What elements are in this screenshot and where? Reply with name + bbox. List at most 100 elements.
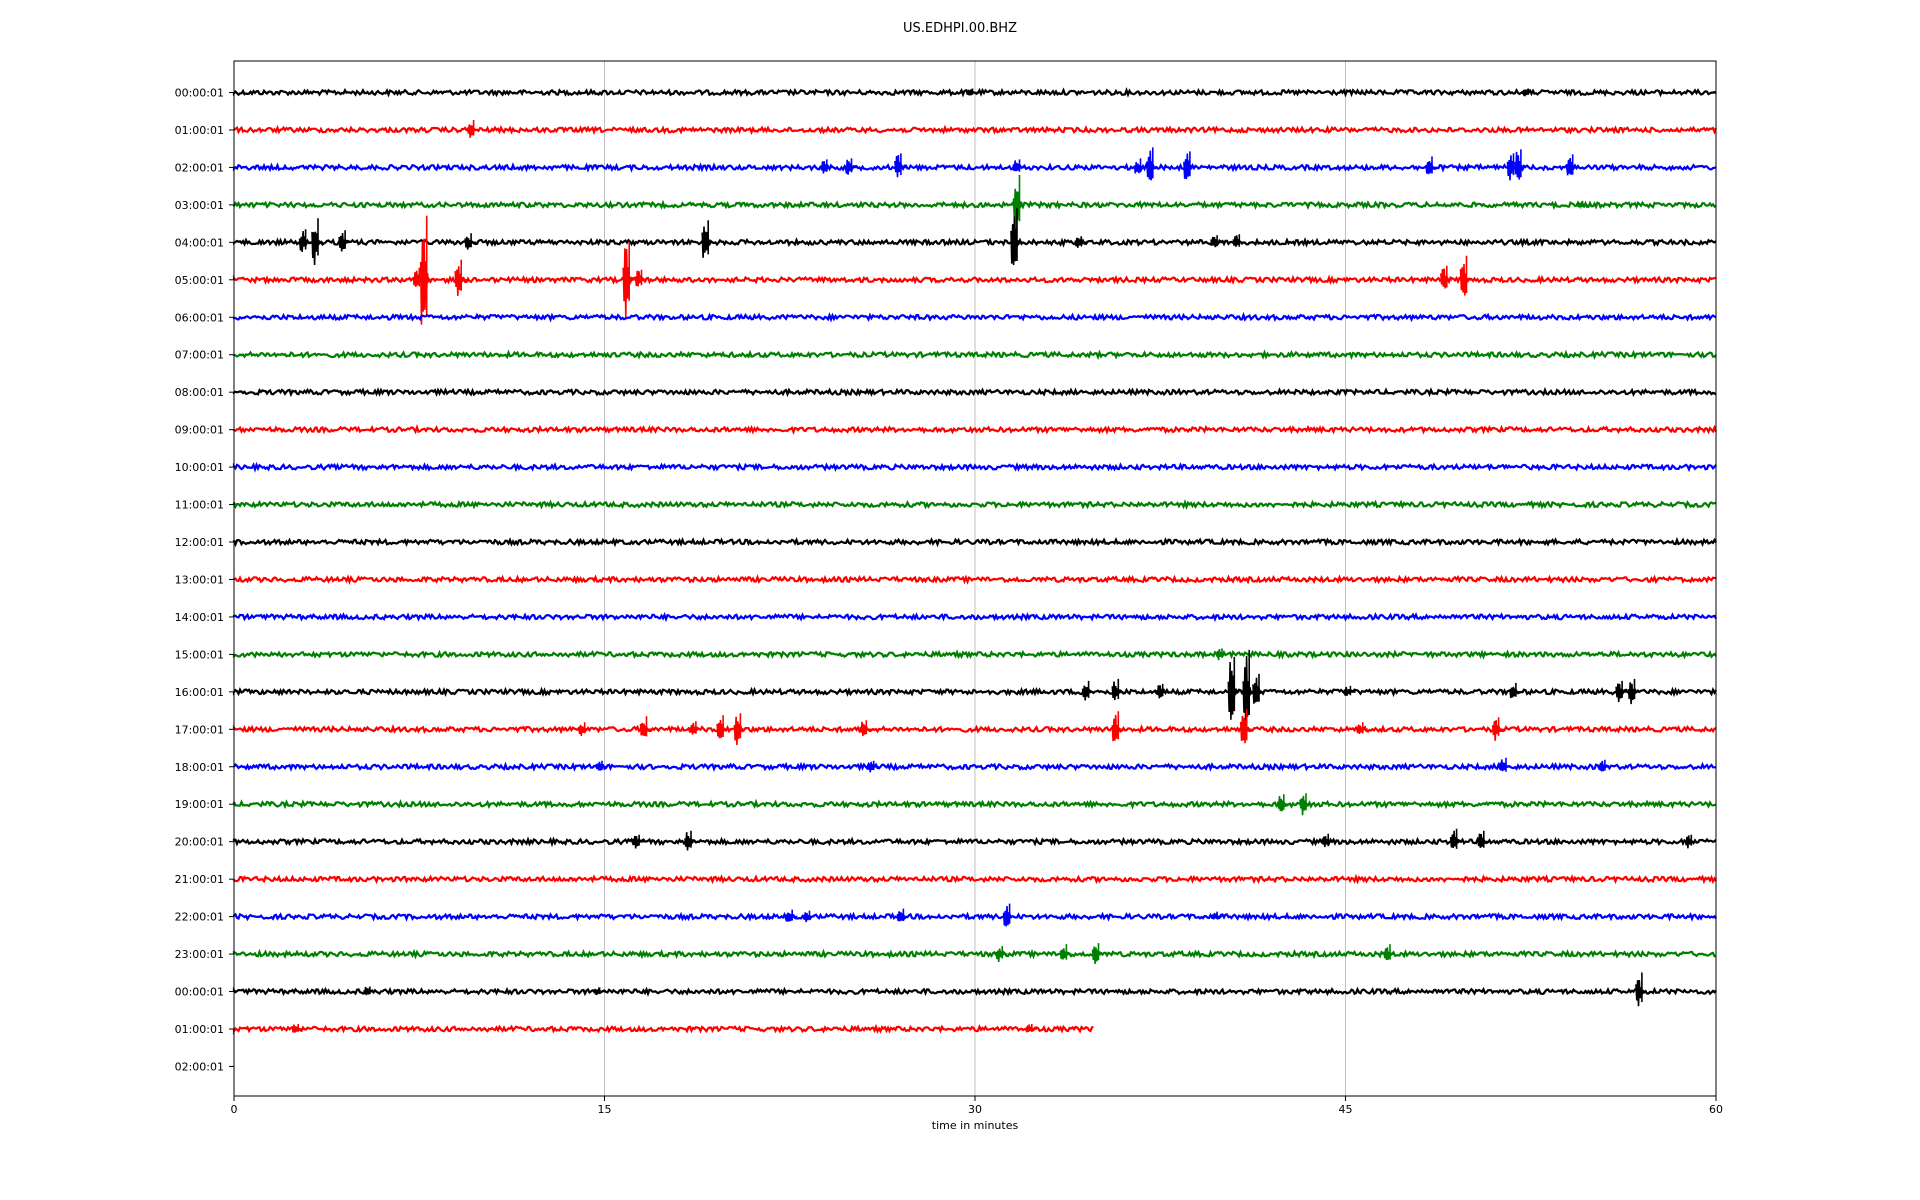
trace-event [733, 713, 746, 746]
y-tick-label: 07:00:01 [175, 349, 224, 362]
trace-event [1491, 717, 1504, 741]
y-tick-label: 06:00:01 [175, 311, 224, 324]
trace-line [232, 649, 1717, 660]
trace-event [1012, 174, 1025, 231]
y-tick-label: 19:00:01 [175, 798, 224, 811]
trace-event [1565, 154, 1578, 176]
trace-event [684, 830, 697, 851]
trace-event [622, 241, 635, 318]
trace-line [232, 723, 1717, 735]
trace-event [1425, 156, 1438, 175]
trace-event [1155, 683, 1168, 699]
trace-event [291, 1024, 304, 1033]
trace-event [595, 760, 608, 771]
trace-line [232, 761, 1717, 772]
trace-event [1111, 678, 1124, 701]
trace-event [701, 220, 714, 258]
trace-event [1684, 834, 1697, 849]
trace-event [1010, 208, 1023, 266]
trace-event [1091, 943, 1104, 964]
trace-event [1239, 709, 1252, 744]
trace-event [1227, 656, 1240, 720]
trace-line [232, 611, 1717, 623]
trace-line [232, 461, 1717, 473]
trace-event [1635, 972, 1647, 1007]
trace-group [232, 87, 1718, 1035]
trace-event [965, 88, 978, 96]
y-tick-label: 05:00:01 [175, 274, 224, 287]
trace-event [844, 158, 857, 175]
trace-line [232, 1023, 1094, 1035]
y-tick-label: 15:00:01 [175, 648, 224, 661]
trace-event [577, 722, 590, 736]
trace-event [1514, 149, 1526, 180]
trace-event [1081, 680, 1094, 701]
trace-line [232, 499, 1717, 511]
trace-line [232, 986, 1717, 997]
trace-event [894, 153, 906, 178]
trace-event [1627, 678, 1640, 705]
trace-event [820, 159, 832, 174]
trace-event [1449, 828, 1462, 849]
trace-event [1146, 147, 1158, 181]
trace-event [1210, 911, 1223, 920]
trace-event [1459, 255, 1472, 296]
trace-line [232, 574, 1717, 586]
trace-event [1277, 794, 1289, 812]
trace-event [716, 715, 729, 739]
y-tick-label: 02:00:01 [175, 161, 224, 174]
y-tick-label: 22:00:01 [175, 911, 224, 924]
trace-line [232, 686, 1717, 698]
trace-line [232, 424, 1718, 435]
trace-line [232, 236, 1717, 248]
x-tick-label: 15 [598, 1103, 612, 1116]
trace-event [1383, 944, 1396, 960]
trace-event [1521, 88, 1534, 97]
trace-line [232, 536, 1717, 548]
trace-event [1252, 673, 1265, 704]
trace-event [859, 720, 872, 737]
trace-event [785, 909, 798, 922]
y-tick-label: 04:00:01 [175, 236, 224, 249]
y-tick-label: 03:00:01 [175, 199, 224, 212]
y-tick-label: 09:00:01 [175, 424, 224, 437]
trace-event [1356, 722, 1368, 735]
x-tick-labels: 0 15 30 45 60 [231, 1096, 1723, 1116]
trace-event [995, 946, 1008, 963]
trace-event [363, 986, 375, 995]
y-tick-label: 01:00:01 [175, 124, 224, 137]
y-tick-label: 08:00:01 [175, 386, 224, 399]
trace-event [298, 229, 311, 253]
trace-event [464, 233, 477, 250]
trace-event [1012, 159, 1025, 172]
y-tick-label: 20:00:01 [175, 836, 224, 849]
trace-event [1183, 151, 1195, 180]
trace-event [1575, 200, 1588, 210]
y-tick-label: 12:00:01 [175, 536, 224, 549]
y-tick-labels: 00:00:01 01:00:01 02:00:01 03:00:01 04:00:01… [175, 87, 234, 1073]
trace-event [1321, 833, 1334, 848]
trace-line [233, 124, 1718, 136]
trace-line [232, 349, 1717, 361]
y-tick-label: 00:00:01 [175, 986, 224, 999]
y-tick-label: 02:00:01 [175, 1060, 224, 1073]
chart-title: US.EDHPI.00.BHZ [903, 21, 1017, 36]
trace-line [232, 199, 1717, 211]
trace-event [466, 120, 479, 138]
trace-event [1242, 649, 1255, 728]
trace-event [1509, 682, 1522, 699]
trace-line [232, 311, 1717, 323]
trace-line [232, 386, 1717, 398]
y-tick-label: 18:00:01 [175, 761, 224, 774]
y-tick-label: 23:00:01 [175, 948, 224, 961]
trace-event [1615, 680, 1628, 703]
trace-event [639, 716, 652, 737]
trace-event [634, 269, 647, 287]
y-tick-label: 10:00:01 [175, 461, 224, 474]
trace-event [1210, 235, 1223, 248]
trace-event [1215, 648, 1228, 661]
trace-event [632, 834, 645, 849]
trace-event [1499, 757, 1512, 772]
trace-event [896, 908, 909, 922]
